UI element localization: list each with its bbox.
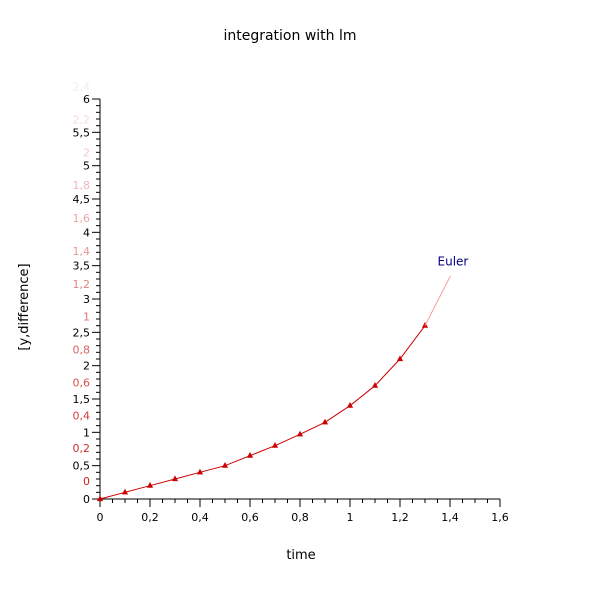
y-tick-label: 4,5: [73, 193, 91, 206]
x-tick-label: 0,4: [191, 511, 209, 524]
series-marker: [371, 382, 379, 388]
series-marker: [296, 430, 304, 437]
series-marker: [346, 402, 354, 408]
y-tick-label: 3,5: [73, 260, 91, 273]
y2-tick-label: 2: [83, 146, 90, 159]
series-line: [99, 325, 426, 500]
series-marker: [96, 495, 104, 502]
y2-tick-label: 0,4: [73, 409, 91, 422]
y2-tick-label: 1: [83, 311, 90, 324]
y-tick-label: 3: [83, 293, 90, 306]
y2-tick-label: 0: [83, 475, 90, 488]
y-tick-label: 1,5: [73, 393, 91, 406]
y-tick-label: 0: [83, 493, 90, 506]
y2-tick-label: 1,8: [73, 179, 91, 192]
y2-tick-label: 2,2: [73, 113, 91, 126]
y2-tick-label: 0,8: [73, 344, 91, 357]
x-axis-label: time: [286, 548, 315, 563]
y2-tick-label: 2,4: [73, 81, 91, 94]
x-tick-label: 1,4: [441, 511, 459, 524]
x-tick-label: 0: [97, 511, 104, 524]
y2-tick-label: 1,2: [73, 278, 91, 291]
x-tick-label: 1,6: [491, 511, 509, 524]
axes: [99, 99, 500, 500]
series-marker: [246, 452, 254, 458]
x-tick-label: 0,6: [241, 511, 259, 524]
series-layer: [96, 322, 429, 502]
y-axis-label: [y,difference]: [17, 263, 32, 350]
series-marker: [271, 442, 279, 448]
annotation-layer: Euler: [424, 255, 469, 326]
annotation-leader: [424, 275, 451, 326]
y-tick-label: 2: [83, 360, 90, 373]
x-tick-label: 0,2: [141, 511, 159, 524]
chart-title: integration with lm: [223, 28, 356, 44]
y-tick-label: 6: [83, 93, 90, 106]
ticks: 0 0,2 0,4 0,6 0,8 1 1,2 1,4 1,6 0 0,5 1 1,5 2 2,5 3 3,5 4…: [73, 81, 509, 524]
x-tick-label: 1,2: [391, 511, 409, 524]
x-tick-label: 1: [347, 511, 354, 524]
y-tick-label: 5: [83, 160, 90, 173]
series-marker: [171, 475, 179, 482]
series-marker: [146, 482, 154, 488]
y2-tick-label: 1,6: [73, 212, 91, 225]
annotation-label: Euler: [438, 255, 469, 269]
y-tick-label: 1: [83, 426, 90, 439]
series-marker: [396, 355, 404, 362]
series-marker: [321, 418, 329, 425]
y-tick-label: 0,5: [73, 460, 91, 473]
y-tick-label: 5,5: [73, 126, 91, 139]
series-marker: [221, 462, 229, 468]
series-marker: [196, 468, 204, 475]
y-tick-label: 2,5: [73, 326, 91, 339]
y2-tick-label: 0,6: [73, 376, 91, 389]
y2-tick-label: 0,2: [73, 442, 91, 455]
series-marker: [121, 488, 129, 495]
y2-tick-label: 1,4: [73, 245, 91, 258]
y-tick-label: 4: [83, 226, 90, 239]
x-tick-label: 0,8: [291, 511, 309, 524]
